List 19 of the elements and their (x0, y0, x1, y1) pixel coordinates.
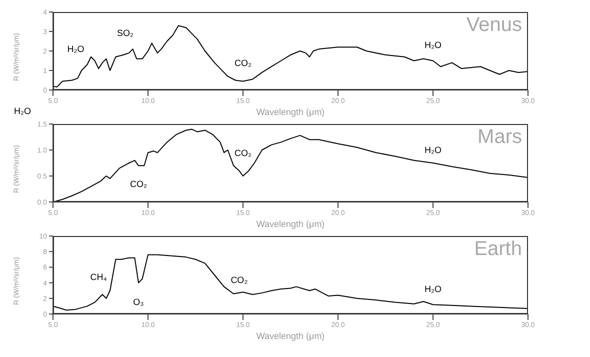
chart-title: Earth (474, 238, 522, 261)
annotation: H₂O (424, 144, 442, 155)
annotation: H₂O (67, 44, 84, 54)
x-axis-title: Wavelength (μm) (256, 331, 325, 341)
annotation: CO₂ (234, 58, 252, 68)
annotation: SO₂ (116, 28, 134, 38)
text: H₂O (14, 106, 31, 116)
annotation: H₂O (424, 40, 442, 50)
chart-title: Mars (478, 126, 522, 149)
annotation: CO₂ (234, 148, 252, 158)
chart-title: Venus (466, 14, 522, 37)
x-axis-title: Wavelength (μm) (256, 107, 325, 117)
line-series (53, 254, 528, 311)
annotation: CH₄ (90, 272, 107, 282)
annotation: CO₂ (230, 275, 248, 286)
annotation: CO₂ (130, 179, 147, 190)
annotation: H₂O (424, 284, 442, 294)
x-axis-title: Wavelength (μm) (256, 219, 325, 229)
annotation: O₃ (133, 297, 144, 308)
